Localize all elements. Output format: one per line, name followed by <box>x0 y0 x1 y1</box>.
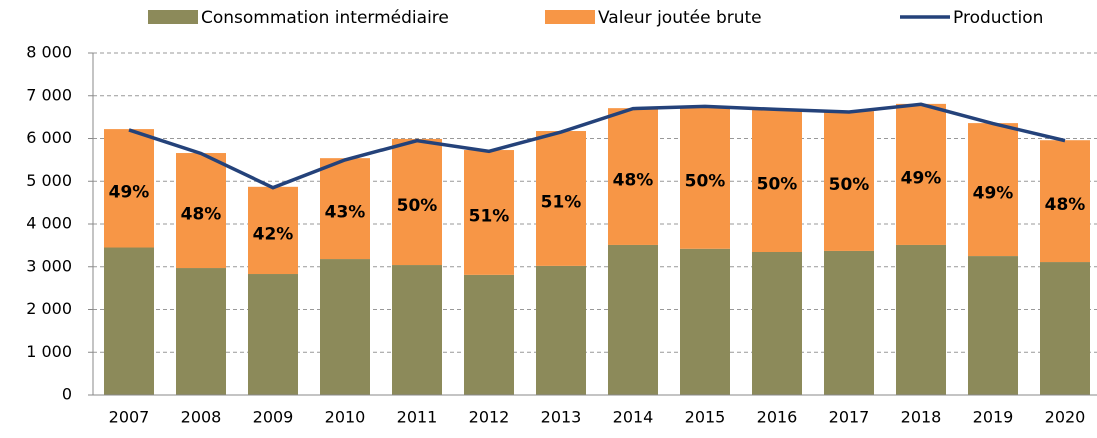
bar <box>176 153 226 269</box>
legend-swatch <box>545 10 595 24</box>
y-tick-label: 6 000 <box>26 128 72 147</box>
y-tick-label: 5 000 <box>26 171 72 190</box>
bar <box>968 123 1018 257</box>
share-label: 48% <box>613 171 654 191</box>
bar <box>320 259 370 395</box>
y-tick-label: 7 000 <box>26 85 72 104</box>
bar <box>896 244 946 395</box>
x-tick-label: 2016 <box>757 408 798 427</box>
x-tick-label: 2013 <box>541 408 582 427</box>
bar <box>1040 140 1090 263</box>
y-tick-label: 1 000 <box>26 342 72 361</box>
x-tick-label: 2017 <box>829 408 870 427</box>
x-tick-label: 2010 <box>325 408 366 427</box>
legend-label: Valeur joutée brute <box>598 8 762 28</box>
bar <box>392 138 442 266</box>
line <box>128 102 1066 190</box>
share-label: 51% <box>469 206 510 226</box>
share-label: 50% <box>757 175 798 195</box>
share-label: 49% <box>973 184 1014 204</box>
x-tick-label: 2008 <box>181 408 222 427</box>
bar <box>176 268 226 395</box>
share-label: 48% <box>181 205 222 225</box>
y-tick-label: 4 000 <box>26 214 72 233</box>
x-tick-label: 2020 <box>1045 408 1086 427</box>
x-tick-label: 2015 <box>685 408 726 427</box>
bar <box>104 129 154 248</box>
share-label: 42% <box>253 224 294 244</box>
bar <box>896 103 946 245</box>
x-tick-label: 2007 <box>109 408 150 427</box>
bar <box>824 111 874 251</box>
x-tick-label: 2019 <box>973 408 1014 427</box>
y-tick-label: 0 <box>62 385 72 404</box>
bar <box>968 256 1018 395</box>
bar <box>464 274 514 395</box>
bar <box>608 108 658 245</box>
bar <box>248 274 298 395</box>
bar <box>320 158 370 260</box>
y-tick-label: 2 000 <box>26 299 72 318</box>
bar <box>680 106 730 249</box>
x-tick-label: 2014 <box>613 408 654 427</box>
share-label: 50% <box>829 175 870 195</box>
x-tick-label: 2018 <box>901 408 942 427</box>
x-tick-label: 2012 <box>469 408 510 427</box>
bar <box>392 265 442 395</box>
share-label: 49% <box>109 182 150 202</box>
legend-label: Production <box>953 8 1043 28</box>
bar <box>1040 262 1090 395</box>
share-label: 51% <box>541 192 582 212</box>
bar <box>824 250 874 395</box>
share-label: 50% <box>397 196 438 216</box>
bar <box>752 252 802 395</box>
bar <box>464 150 514 275</box>
legend-swatch <box>148 10 198 24</box>
bar <box>608 244 658 395</box>
share-label: 49% <box>901 168 942 188</box>
y-tick-label: 3 000 <box>26 256 72 275</box>
share-label: 48% <box>1045 195 1086 215</box>
bar <box>752 109 802 253</box>
share-label: 50% <box>685 171 726 191</box>
bar <box>536 131 586 266</box>
share-label: 43% <box>325 203 366 223</box>
x-tick-label: 2011 <box>397 408 438 427</box>
legend-label: Consommation intermédiaire <box>201 8 449 28</box>
bar <box>536 265 586 395</box>
y-tick-label: 8 000 <box>26 43 72 62</box>
bar <box>680 248 730 395</box>
x-tick-label: 2009 <box>253 408 294 427</box>
bar <box>104 247 154 395</box>
bar <box>248 186 298 275</box>
